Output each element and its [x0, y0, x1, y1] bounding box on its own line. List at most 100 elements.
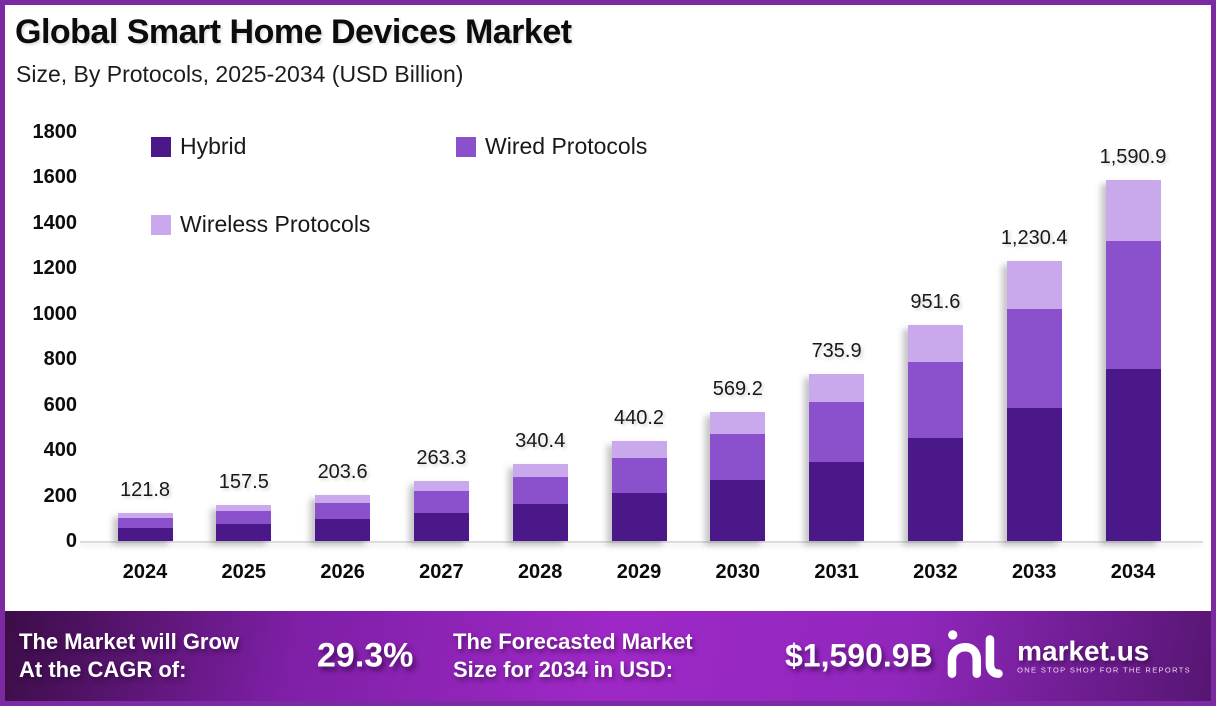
y-axis-tick-label: 800 [43, 348, 77, 371]
bar-2031 [809, 373, 865, 541]
y-axis-tick-label: 200 [43, 484, 77, 507]
y-axis-tick-label: 1600 [32, 166, 78, 189]
bar-segment-wired-protocols [315, 502, 371, 520]
bar-segment-wireless-protocols [216, 505, 272, 512]
stacked-bar-chart: 0 200 400 600 800 1000 1200 1400 1600 1800 121.8 20… [5, 5, 1211, 701]
bar-segment-wired-protocols [1006, 308, 1062, 409]
bar-2028 [512, 463, 568, 541]
bar-segment-wireless-protocols [315, 494, 371, 503]
bar-segment-hybrid [1105, 369, 1161, 541]
forecast-label-line2: Size for 2034 in USD: [453, 657, 674, 682]
y-axis-tick-label: 1400 [32, 211, 78, 234]
x-axis-tick-label: 2025 [221, 561, 267, 583]
cagr-label-line1: The Market will Grow [19, 629, 240, 654]
bar-segment-wired-protocols [512, 476, 568, 505]
page-subtitle: Size, By Protocols, 2025-2034 (USD Billi… [16, 61, 464, 87]
bar-segment-wired-protocols [809, 402, 865, 462]
legend-label: Wired Protocols [485, 133, 648, 159]
bar-2025 [216, 505, 272, 541]
bar-total-label: 735.9 [811, 339, 862, 362]
bar-segment-hybrid [512, 504, 568, 541]
legend-item-hybrid: Hybrid [151, 133, 246, 160]
bar-segment-wired-protocols [1105, 240, 1161, 370]
brand-copy: market.us ONE STOP SHOP FOR THE REPORTS [1017, 635, 1191, 675]
bar-total-label: 951.6 [910, 290, 961, 313]
bar-segment-wired-protocols [117, 518, 173, 528]
bar-segment-hybrid [315, 519, 371, 541]
bar-segment-hybrid [611, 493, 667, 541]
bar-total-label: 203.6 [317, 460, 368, 483]
legend-swatch [151, 136, 171, 157]
bar-segment-hybrid [117, 527, 173, 541]
bar-segment-hybrid [1006, 408, 1062, 541]
bar-total-label: 263.3 [416, 447, 467, 470]
bar-total-label: 1,590.9 [1099, 145, 1167, 168]
brand-tagline: ONE STOP SHOP FOR THE REPORTS [1017, 665, 1191, 675]
bar-segment-hybrid [710, 479, 766, 541]
x-axis-line [80, 541, 1203, 543]
legend-swatch [456, 136, 476, 157]
forecast-label-line1: The Forecasted Market [453, 629, 693, 654]
bar-segment-wireless-protocols [611, 440, 667, 458]
x-axis-tick-label: 2032 [913, 561, 958, 583]
bar-2034 [1105, 179, 1161, 541]
bar-segment-wired-protocols [710, 433, 766, 480]
bar-segment-wireless-protocols [907, 324, 963, 362]
forecast-value: $1,590.9B [785, 637, 933, 674]
bar-segment-wireless-protocols [1105, 179, 1161, 241]
legend-item-wired-protocols: Wired Protocols [456, 133, 647, 160]
bar-2024 [117, 513, 173, 541]
bar-total-label: 340.4 [515, 429, 566, 452]
bar-segment-wired-protocols [216, 511, 272, 524]
bar-segment-wireless-protocols [512, 463, 568, 477]
market-us-logo-icon [945, 627, 1007, 686]
x-axis-tick-label: 2028 [517, 561, 563, 583]
y-axis-tick-label: 1800 [32, 121, 78, 143]
bar-total-label: 1,230.4 [1000, 227, 1068, 250]
brand-name: market.us [1017, 635, 1150, 667]
y-axis-tick-label: 400 [43, 439, 77, 462]
bar-2032 [907, 324, 963, 541]
bar-segment-wireless-protocols [413, 481, 469, 492]
bar-2027 [413, 481, 469, 541]
bar-total-label: 569.2 [712, 377, 763, 400]
y-axis-tick-label: 1200 [32, 257, 78, 280]
cagr-label-line2: At the CAGR of: [19, 657, 187, 682]
bar-2030 [710, 411, 766, 541]
x-axis-tick-label: 2027 [419, 561, 464, 583]
bar-segment-wireless-protocols [809, 373, 865, 403]
legend-label: Wireless Protocols [180, 211, 371, 237]
bar-2029 [611, 440, 667, 541]
legend-item-wireless-protocols: Wireless Protocols [151, 211, 370, 238]
forecast-label: The Forecasted Market Size for 2034 in U… [453, 628, 693, 684]
infographic-body: Global Smart Home Devices Market Size, B… [5, 5, 1211, 701]
bar-segment-wired-protocols [907, 361, 963, 439]
footer-banner: The Market will Grow At the CAGR of: 29.… [5, 611, 1211, 701]
bar-segment-wireless-protocols [710, 411, 766, 434]
bar-segment-hybrid [907, 438, 963, 541]
cagr-label: The Market will Grow At the CAGR of: [19, 628, 239, 684]
x-axis-tick-label: 2031 [814, 561, 859, 583]
bar-segment-hybrid [809, 461, 865, 541]
legend-swatch [151, 214, 171, 235]
x-axis-tick-label: 2026 [320, 561, 365, 583]
page-title: Global Smart Home Devices Market [15, 13, 572, 51]
bar-2026 [315, 494, 371, 541]
bar-total-label: 121.8 [119, 479, 171, 502]
cagr-value: 29.3% [317, 636, 414, 675]
x-axis-tick-label: 2030 [715, 561, 761, 583]
bar-segment-wireless-protocols [1006, 261, 1062, 309]
y-axis-tick-label: 0 [65, 530, 77, 552]
bar-total-label: 157.5 [218, 471, 269, 494]
bar-segment-wired-protocols [413, 491, 469, 513]
x-axis-tick-label: 2034 [1110, 561, 1156, 583]
x-axis-tick-label: 2033 [1011, 561, 1057, 583]
bar-segment-hybrid [216, 523, 272, 541]
bar-2033 [1006, 261, 1062, 541]
bar-total-label: 440.2 [613, 406, 665, 429]
legend-label: Hybrid [180, 133, 247, 159]
y-axis-tick-label: 1000 [32, 302, 78, 325]
bar-segment-wired-protocols [611, 457, 667, 494]
x-axis-tick-label: 2029 [616, 561, 662, 583]
